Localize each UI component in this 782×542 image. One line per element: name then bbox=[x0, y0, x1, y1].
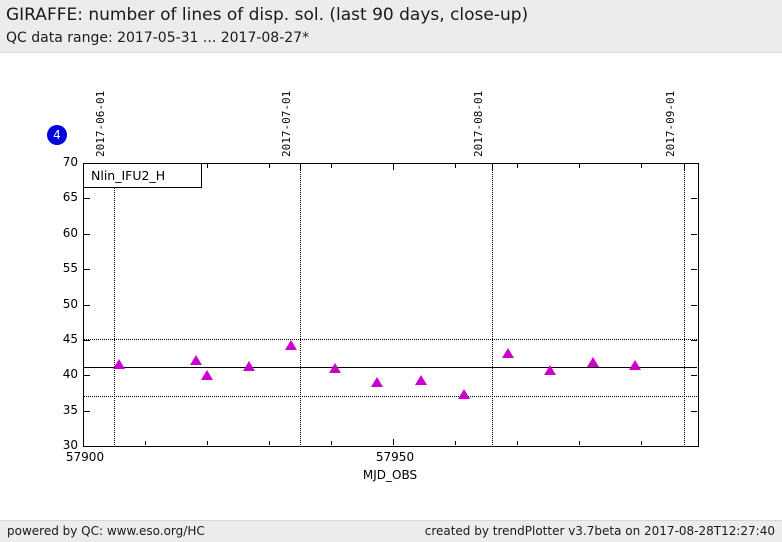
x-tick-label: 57900 bbox=[65, 450, 105, 464]
data-point-marker bbox=[629, 360, 641, 370]
y-tick-label: 70 bbox=[62, 155, 78, 169]
month-gridline bbox=[300, 164, 301, 445]
data-point-marker bbox=[587, 357, 599, 367]
date-tick-label: 2017-09-01 bbox=[664, 90, 677, 157]
y-tick-label: 35 bbox=[62, 403, 78, 417]
x-minor-tick-top bbox=[207, 164, 208, 168]
data-point-marker bbox=[371, 377, 383, 387]
y-major-tick-right bbox=[691, 340, 697, 341]
data-point-marker bbox=[502, 348, 514, 358]
x-minor-tick-bottom bbox=[145, 441, 146, 445]
nav-badge-link[interactable]: 4 bbox=[47, 125, 67, 145]
data-point-marker bbox=[190, 355, 202, 365]
data-point-marker bbox=[285, 340, 297, 350]
footer-powered-by: powered by QC: www.eso.org/HC bbox=[7, 524, 205, 538]
date-tick-label: 2017-07-01 bbox=[280, 90, 293, 157]
footer: powered by QC: www.eso.org/HC created by… bbox=[0, 520, 782, 542]
legend-box: Nlin_IFU2_H bbox=[84, 164, 202, 188]
y-tick-label: 40 bbox=[62, 367, 78, 381]
x-minor-tick-top bbox=[269, 164, 270, 168]
x-minor-tick-bottom bbox=[331, 441, 332, 445]
data-point-marker bbox=[544, 365, 556, 375]
y-major-tick-left bbox=[84, 446, 90, 447]
data-point-marker bbox=[243, 361, 255, 371]
x-minor-tick-top bbox=[331, 164, 332, 168]
x2-major-tick bbox=[492, 164, 493, 170]
y-major-tick-left bbox=[84, 163, 90, 164]
x-minor-tick-bottom bbox=[579, 441, 580, 445]
y-major-tick-left bbox=[84, 411, 90, 412]
y-major-tick-right bbox=[691, 446, 697, 447]
header: GIRAFFE: number of lines of disp. sol. (… bbox=[0, 0, 782, 53]
x2-major-tick bbox=[300, 164, 301, 170]
data-point-marker bbox=[329, 363, 341, 373]
month-gridline bbox=[114, 164, 115, 445]
plot-box bbox=[83, 163, 699, 447]
x-major-tick-bottom bbox=[393, 439, 394, 445]
y-tick-label: 60 bbox=[62, 226, 78, 240]
x-minor-tick-bottom bbox=[641, 441, 642, 445]
y-major-tick-right bbox=[691, 234, 697, 235]
x-minor-tick-bottom bbox=[269, 441, 270, 445]
y-major-tick-right bbox=[691, 269, 697, 270]
x-axis-title: MJD_OBS bbox=[362, 468, 418, 482]
month-gridline bbox=[684, 164, 685, 445]
x-minor-tick-bottom bbox=[517, 441, 518, 445]
x-minor-tick-top bbox=[455, 164, 456, 168]
data-point-marker bbox=[415, 375, 427, 385]
x2-major-tick bbox=[684, 164, 685, 170]
y-major-tick-right bbox=[691, 375, 697, 376]
y-tick-label: 45 bbox=[62, 332, 78, 346]
average-line bbox=[84, 367, 697, 368]
y-major-tick-right bbox=[691, 305, 697, 306]
data-point-marker bbox=[113, 359, 125, 369]
x-major-tick-top bbox=[393, 164, 394, 170]
x-minor-tick-bottom bbox=[455, 441, 456, 445]
y-tick-label: 55 bbox=[62, 261, 78, 275]
y-major-tick-left bbox=[84, 269, 90, 270]
y-tick-label: 30 bbox=[62, 438, 78, 452]
y-major-tick-left bbox=[84, 305, 90, 306]
y-major-tick-left bbox=[84, 340, 90, 341]
lower-threshold-line bbox=[84, 396, 697, 397]
y-tick-label: 50 bbox=[62, 297, 78, 311]
x-major-tick-top bbox=[83, 164, 84, 170]
y-major-tick-right bbox=[691, 198, 697, 199]
x-minor-tick-top bbox=[517, 164, 518, 168]
date-tick-label: 2017-08-01 bbox=[472, 90, 485, 157]
y-major-tick-left bbox=[84, 375, 90, 376]
page-title: GIRAFFE: number of lines of disp. sol. (… bbox=[6, 5, 529, 25]
date-tick-label: 2017-06-01 bbox=[94, 90, 107, 157]
y-major-tick-left bbox=[84, 198, 90, 199]
upper-threshold-line bbox=[84, 339, 697, 340]
qc-data-range: QC data range: 2017-05-31 ... 2017-08-27… bbox=[6, 30, 310, 46]
y-major-tick-left bbox=[84, 234, 90, 235]
y-tick-label: 65 bbox=[62, 190, 78, 204]
x-minor-tick-top bbox=[641, 164, 642, 168]
x-minor-tick-top bbox=[579, 164, 580, 168]
x-major-tick-bottom bbox=[83, 439, 84, 445]
month-gridline bbox=[492, 164, 493, 445]
x-tick-label: 57950 bbox=[375, 450, 415, 464]
y-major-tick-right bbox=[691, 411, 697, 412]
footer-created-by: created by trendPlotter v3.7beta on 2017… bbox=[424, 524, 775, 538]
data-point-marker bbox=[201, 370, 213, 380]
data-point-marker bbox=[458, 389, 470, 399]
x-minor-tick-bottom bbox=[207, 441, 208, 445]
y-major-tick-right bbox=[691, 163, 697, 164]
